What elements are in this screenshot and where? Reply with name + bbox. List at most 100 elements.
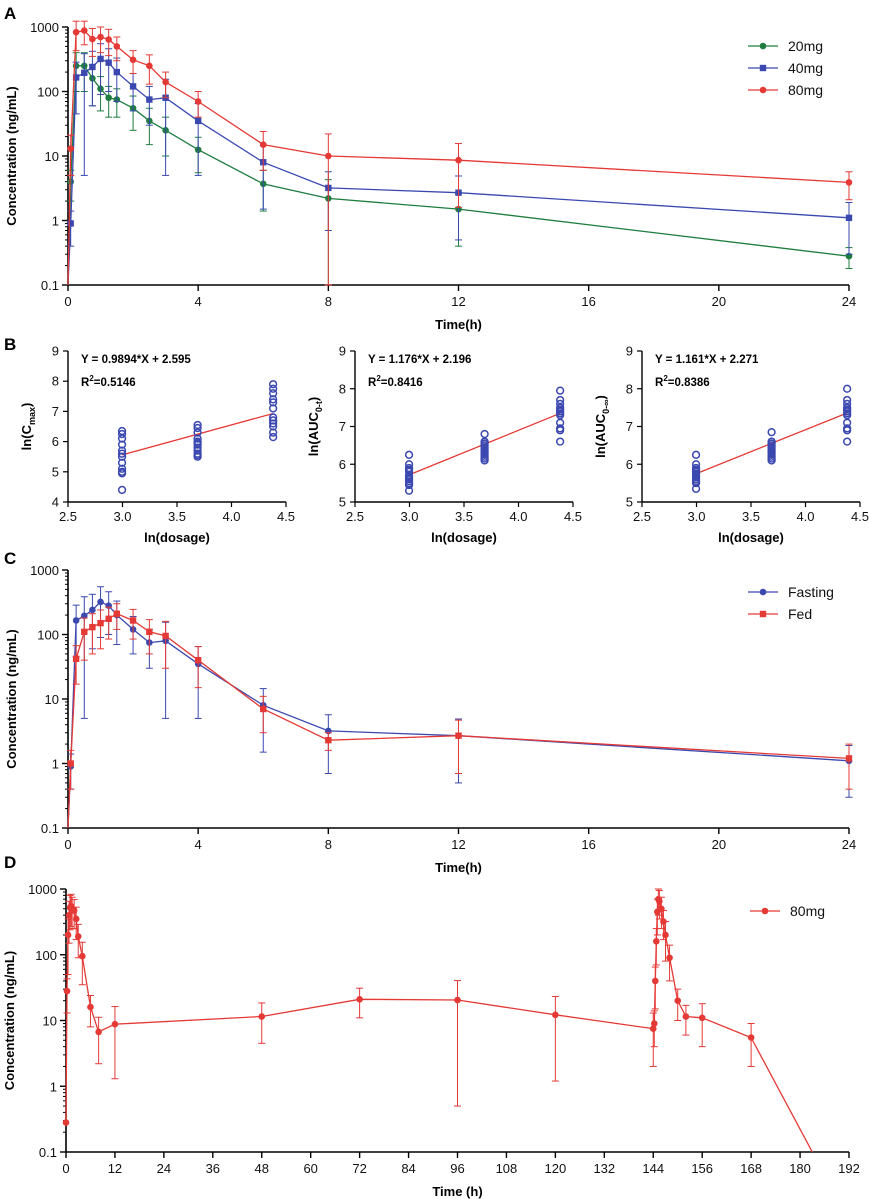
data-point [658,905,665,913]
data-point [193,452,202,461]
data-point [193,420,202,430]
y-tick-label: 1 [52,757,59,772]
x-tick-label: 12 [108,1161,122,1176]
y-tick-label: 1000 [30,20,59,35]
x-tick-label: 16 [581,837,595,852]
x-axis-title: Time(h) [435,860,482,875]
x-tick-label: 4.5 [277,509,295,524]
data-point [674,997,682,1005]
data-point [70,907,78,914]
data-point [63,987,71,995]
x-tick-label: 180 [789,1161,811,1176]
data-point [325,736,332,744]
series-line [67,58,850,286]
data-point [404,467,414,476]
series-20mg [67,52,853,286]
r-squared-value: =0.8416 [381,377,423,389]
x-axis-title: ln(dosage) [718,530,784,545]
series-fasting [67,586,853,829]
y-axis-title-main: ln(AUC [593,413,608,458]
data-point [268,404,278,413]
y-tick-label: 100 [37,628,59,643]
x-tick-label: 24 [842,837,856,852]
x-axis-title: ln(dosage) [144,530,210,545]
y-tick-label: 9 [626,344,633,359]
legend: Fasting Fed [748,584,834,622]
y-tick-label: 10 [45,692,59,707]
x-tick-label: 4.0 [222,509,240,524]
data-point [356,996,363,1003]
data-point [666,954,673,962]
data-point [113,68,121,76]
x-axis-title: ln(dosage) [431,530,497,545]
x-tick-label: 168 [740,1161,762,1176]
y-tick-label: 6 [339,457,346,472]
regression-equation: Y = 1.176*X + 2.196 [368,354,471,366]
y-axis-title-subscript: 0-∞ [601,399,611,414]
legend-marker [759,610,767,618]
data-point [113,610,121,617]
y-axis-title: ln(AUC0-t) [306,397,324,456]
r-squared: R2=0.8416 [368,374,423,389]
data-point [268,432,278,442]
data-point [454,996,461,1004]
data-point [105,94,112,102]
legend-marker [759,86,767,94]
data-point [842,411,852,420]
data-point [268,416,278,425]
legend-marker [759,42,767,50]
data-point [97,598,104,606]
data-point [682,1013,690,1020]
data-point [117,452,127,461]
data-point [80,612,88,620]
legend: 20mg 40mg 80mg [748,38,823,98]
r-squared: R2=0.8386 [655,374,710,389]
x-tick-label: 3.0 [400,509,418,524]
r-squared-sup: 2 [89,374,94,383]
y-tick-label: 8 [339,381,346,396]
data-point [555,437,565,446]
data-point [67,145,75,152]
y-tick-label: 8 [626,381,633,396]
y-tick-label: 9 [52,344,59,359]
y-tick-label: 5 [339,495,346,510]
data-point [268,395,278,404]
data-point [80,27,88,34]
data-point [260,705,267,713]
y-tick-label: 1 [52,214,59,229]
y-axis-title-main: ln(AUC [306,412,321,457]
y-tick-label: 5 [626,495,633,510]
y-tick-label: 5 [52,464,59,479]
y-axis-title-subscript: max [27,407,37,425]
x-tick-label: 3.5 [455,509,473,524]
data-point [268,389,278,398]
y-tick-label: 7 [339,419,346,434]
data-point [74,933,82,940]
x-tick-label: 12 [451,837,465,852]
x-tick-label: 0 [64,294,71,309]
data-point [656,898,663,905]
x-tick-label: 24 [842,294,856,309]
data-point [87,1003,94,1011]
data-point [698,1014,706,1022]
series-line [67,601,850,829]
legend-marker [761,907,769,915]
data-point [258,1013,266,1020]
data-point [455,156,462,164]
series-line [65,896,813,1153]
legend-marker [759,64,767,72]
x-tick-label: 24 [157,1161,171,1176]
y-axis-title-end: ) [593,395,608,399]
x-tick-label: 96 [450,1161,464,1176]
legend-label: 20mg [788,38,823,54]
x-tick-label: 3.0 [687,509,705,524]
data-point [117,485,127,495]
y-tick-label: 1 [50,1079,57,1094]
legend-label: 80mg [788,82,823,98]
data-point [81,69,88,76]
data-point [194,98,202,105]
x-tick-label: 60 [303,1161,317,1176]
x-tick-label: 20 [712,294,726,309]
y-tick-label: 9 [339,344,346,359]
data-point [555,386,565,395]
